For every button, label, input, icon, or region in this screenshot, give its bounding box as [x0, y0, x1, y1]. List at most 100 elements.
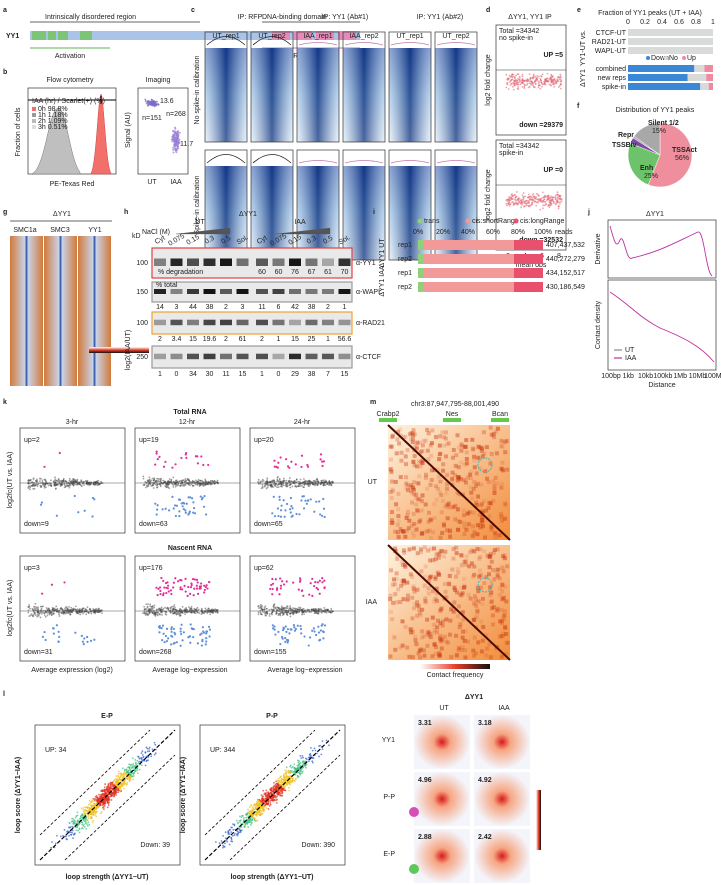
dot: [532, 84, 534, 86]
dot: [286, 503, 288, 505]
dot: [290, 511, 292, 513]
pixel: [413, 444, 417, 448]
label: down=155: [254, 649, 287, 656]
dot: [185, 611, 187, 613]
pixel: [424, 601, 428, 605]
dot: [27, 612, 29, 614]
dot: [561, 201, 563, 203]
dot: [207, 481, 209, 483]
pixel: [459, 449, 463, 453]
dot: [145, 482, 147, 484]
pixel: [464, 528, 468, 532]
dot: [300, 466, 302, 468]
dot: [172, 149, 174, 151]
pixel: [503, 556, 507, 560]
label: UT_rep1: [212, 33, 239, 40]
pixel: [439, 607, 443, 611]
label: Contact density: [595, 300, 602, 349]
pixel: [482, 452, 486, 456]
dot: [288, 790, 290, 792]
pixel: [495, 451, 499, 455]
dot: [278, 607, 280, 609]
pixel: [393, 648, 397, 652]
label: IP: RFP: [238, 14, 263, 21]
pixel: [458, 625, 462, 629]
dot: [116, 779, 118, 781]
dot: [96, 481, 98, 483]
dot: [203, 585, 205, 587]
dot: [159, 613, 161, 615]
label: 80%: [511, 229, 525, 236]
dot: [273, 496, 275, 498]
pixel: [504, 503, 508, 507]
pixel: [500, 439, 504, 443]
dot: [278, 496, 280, 498]
dot: [183, 611, 185, 613]
dot: [83, 643, 85, 645]
curve: [610, 226, 712, 276]
dot: [92, 822, 94, 824]
dot: [58, 478, 60, 480]
dot: [262, 611, 264, 613]
dot: [101, 811, 103, 813]
pixel: [399, 459, 403, 463]
pixel: [395, 557, 399, 561]
dot: [92, 798, 94, 800]
label: 34: [189, 371, 197, 378]
dot: [77, 830, 79, 832]
dot: [278, 480, 280, 482]
dot: [520, 207, 522, 209]
dot: [519, 77, 521, 79]
dot: [202, 464, 204, 466]
pixel: [412, 606, 416, 610]
dot: [281, 636, 283, 638]
dot: [292, 612, 294, 614]
dot: [54, 485, 56, 487]
pixel: [465, 457, 469, 461]
dot: [308, 594, 310, 596]
dot: [197, 612, 199, 614]
pixel: [493, 531, 497, 535]
dot: [148, 608, 150, 610]
pixel: [491, 613, 495, 617]
pixel: [412, 488, 416, 492]
shape: [237, 289, 249, 294]
dot: [56, 484, 58, 486]
dot: [168, 509, 170, 511]
dot: [75, 605, 77, 607]
dot: [517, 86, 519, 88]
pixel: [474, 604, 478, 608]
dot: [209, 483, 211, 485]
dot: [45, 611, 47, 613]
dot: [143, 478, 145, 480]
dot: [123, 788, 125, 790]
dot: [512, 86, 514, 88]
dot: [63, 478, 65, 480]
dot: [108, 801, 110, 803]
dot: [523, 86, 525, 88]
dot: [115, 790, 117, 792]
dot: [172, 606, 174, 608]
dot: [118, 773, 120, 775]
dot: [177, 133, 179, 135]
pixel: [423, 596, 427, 600]
dot: [151, 605, 153, 607]
pixel: [494, 476, 498, 480]
dot: [536, 80, 538, 82]
dot: [190, 609, 192, 611]
pixel: [430, 441, 434, 445]
pixel: [427, 592, 431, 596]
pixel: [427, 586, 431, 590]
dot: [506, 83, 508, 85]
dot: [517, 88, 519, 90]
dot: [72, 478, 74, 480]
dot: [191, 606, 193, 608]
pixel: [461, 636, 465, 640]
label: ΔYY1: [580, 69, 587, 87]
dot: [271, 614, 273, 616]
dot: [98, 794, 100, 796]
dot: [173, 486, 175, 488]
shape: [289, 259, 301, 267]
dot: [154, 742, 156, 744]
dot: [121, 784, 123, 786]
